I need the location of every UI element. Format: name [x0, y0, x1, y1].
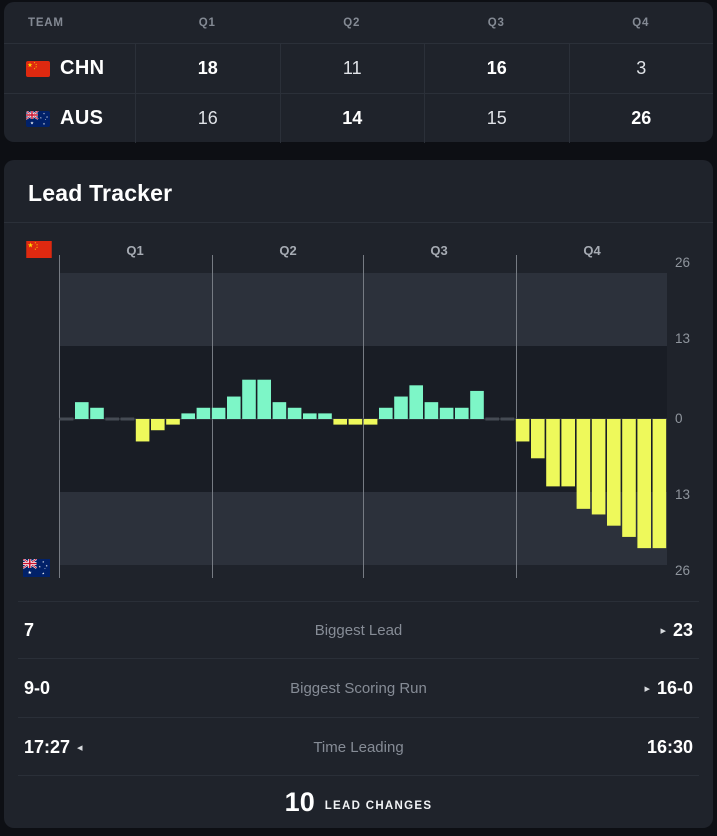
lead-bar-aus: [561, 419, 575, 487]
tie-marker: [485, 417, 499, 421]
lead-bar-aus: [151, 419, 165, 431]
stat-row: 9-0 Biggest Scoring Run ▸ 16-0: [18, 658, 699, 718]
china-flag-icon: [26, 61, 50, 77]
score-cell: 16: [135, 94, 280, 143]
tie-marker: [105, 417, 119, 421]
lead-bar-chn: [242, 379, 256, 419]
lead-changes-count: 10: [284, 787, 315, 817]
lead-changes-label: LEAD CHANGES: [324, 799, 433, 812]
quarter-label: Q1: [126, 243, 143, 258]
lead-bar-aus: [576, 419, 591, 509]
lead-bar-aus: [622, 419, 636, 537]
australia-flag-icon: [23, 559, 50, 577]
stat-home-value: 17:27 ◂: [24, 736, 83, 757]
score-cell: 16: [424, 44, 569, 93]
lead-bar-aus: [348, 419, 363, 425]
lead-bar-aus: [531, 419, 545, 459]
lead-bar-chn: [379, 407, 393, 419]
lead-bar-aus: [591, 419, 606, 515]
y-axis-tick: 26: [675, 563, 690, 578]
lead-bar-chn: [409, 385, 423, 419]
score-row: AUS 16 14 15 26: [4, 93, 713, 143]
score-cell: 3: [568, 44, 714, 93]
lead-bar-aus: [363, 419, 378, 425]
team-code: CHN: [60, 57, 105, 79]
lead-bar-aus: [333, 419, 347, 425]
q2-column-header: Q2: [343, 16, 361, 29]
tie-marker: [59, 417, 74, 421]
lead-bar-chn: [287, 407, 302, 419]
lead-bar-chn: [303, 413, 317, 419]
stat-home-value: 7: [24, 620, 35, 640]
tie-marker: [500, 417, 515, 421]
lead-bar-chn: [272, 402, 287, 419]
stat-away-value: 16:30: [646, 736, 693, 757]
lead-tracker-title: Lead Tracker: [28, 180, 173, 206]
stat-away-value: ▸ 16-0: [644, 678, 693, 698]
score-cell: 26: [568, 94, 714, 143]
quarter-label: Q2: [279, 243, 296, 258]
score-table-header: TEAM Q1 Q2 Q3 Q4: [4, 2, 713, 44]
lead-bar-chn: [318, 413, 332, 419]
y-axis-tick: 13: [675, 487, 690, 502]
divider: [4, 222, 713, 223]
leader-arrow-icon: ▸: [644, 683, 650, 695]
stat-away-value: ▸ 23: [660, 620, 693, 640]
china-flag-icon: [26, 241, 52, 258]
q1-column-header: Q1: [198, 16, 216, 29]
q4-column-header: Q4: [632, 16, 650, 29]
y-axis-tick: 26: [675, 255, 690, 270]
lead-bar-chn: [90, 407, 104, 419]
lead-bar-chn: [211, 407, 226, 419]
lead-bar-aus: [652, 419, 667, 549]
tie-marker: [120, 417, 135, 421]
lead-bar-aus: [515, 419, 530, 442]
leader-arrow-icon: ▸: [660, 625, 666, 637]
stat-label: Biggest Lead: [314, 622, 403, 639]
lead-bar-chn: [455, 407, 469, 419]
team-column-header: TEAM: [28, 16, 64, 29]
lead-bar-chn: [227, 396, 241, 419]
lead-tracker-chart: Q1 Q2 Q3 Q4 26 13 0 13 26: [59, 243, 690, 578]
quarter-label: Q4: [583, 243, 601, 258]
lead-bar-chn: [424, 402, 439, 419]
stat-label: Time Leading: [313, 738, 404, 756]
lead-bar-chn: [470, 390, 484, 419]
y-axis-tick: 13: [675, 331, 690, 346]
q3-column-header: Q3: [487, 16, 505, 29]
score-cell: 18: [135, 44, 280, 93]
score-cell: 14: [279, 94, 425, 143]
team-cell: AUS: [4, 107, 135, 130]
lead-bar-chn: [196, 407, 211, 419]
stat-row: 17:27 ◂ Time Leading 16:30: [18, 717, 699, 776]
stat-label: Biggest Scoring Run: [290, 680, 427, 697]
lead-bar-chn: [257, 379, 271, 419]
team-cell: CHN: [4, 57, 135, 80]
quarter-label: Q3: [430, 243, 447, 258]
score-cell: 11: [279, 44, 425, 93]
team-code: AUS: [60, 107, 104, 129]
australia-flag-icon: [26, 111, 50, 127]
y-axis-tick: 0: [675, 411, 683, 426]
score-table-body: CHN 18 11 16 3 AUS 16 14 15 26: [4, 44, 713, 143]
lead-tracker-card: Lead Tracker Q1 Q2 Q3 Q4 26 13 0 13 26 7 Biggest …: [4, 160, 713, 828]
score-row: CHN 18 11 16 3: [4, 44, 713, 93]
score-table-card: TEAM Q1 Q2 Q3 Q4 CHN 18 11 16 3 AUS 16 14 15 26: [4, 2, 713, 143]
stat-row: 7 Biggest Lead ▸ 23: [18, 601, 699, 659]
lead-bar-chn: [439, 407, 454, 419]
stat-home-value: 9-0: [24, 678, 51, 698]
lead-bar-aus: [607, 419, 621, 526]
lead-bar-chn: [394, 396, 408, 419]
lead-bar-aus: [166, 419, 180, 425]
lead-bar-chn: [181, 413, 195, 419]
score-cell: 15: [424, 94, 569, 143]
lead-changes: 10 LEAD CHANGES: [18, 775, 699, 829]
zero-line: [59, 418, 667, 420]
leader-arrow-icon: ◂: [77, 741, 83, 754]
lead-bar-aus: [546, 419, 560, 487]
lead-bar-aus: [135, 419, 150, 442]
lead-bar-chn: [75, 402, 89, 419]
lead-bar-aus: [637, 419, 651, 549]
